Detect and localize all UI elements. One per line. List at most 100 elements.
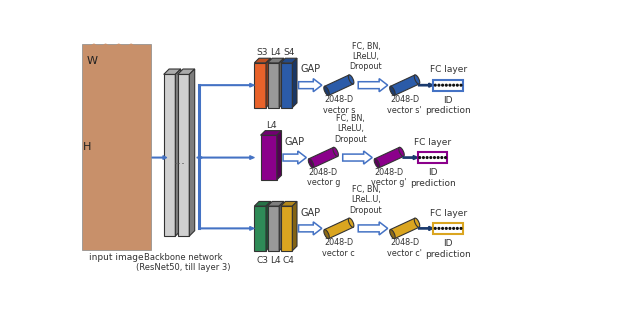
Circle shape <box>460 84 462 86</box>
Text: L4: L4 <box>270 48 281 57</box>
Polygon shape <box>292 202 297 251</box>
Circle shape <box>438 227 440 229</box>
Text: C3: C3 <box>257 256 269 265</box>
Polygon shape <box>281 63 292 108</box>
Text: W: W <box>87 56 98 66</box>
Text: GAP: GAP <box>300 207 320 218</box>
Circle shape <box>430 157 431 158</box>
Polygon shape <box>268 63 279 108</box>
Text: FC, BN,
LReLU,
Dropout: FC, BN, LReLU, Dropout <box>334 114 367 144</box>
Ellipse shape <box>390 86 395 95</box>
Ellipse shape <box>88 44 99 71</box>
Polygon shape <box>281 58 297 63</box>
Polygon shape <box>283 151 307 164</box>
Text: H: H <box>83 142 92 152</box>
Polygon shape <box>281 202 297 206</box>
Text: 2048-D
vector s': 2048-D vector s' <box>387 95 422 115</box>
Polygon shape <box>268 58 284 63</box>
Text: S4: S4 <box>283 48 294 57</box>
Circle shape <box>426 157 428 158</box>
Text: 2048-D
vector s: 2048-D vector s <box>323 95 355 115</box>
Text: FC, BN,
LReL.U,
Dropout: FC, BN, LReL.U, Dropout <box>349 185 382 215</box>
FancyArrow shape <box>199 83 254 87</box>
Circle shape <box>452 84 454 86</box>
Polygon shape <box>281 206 292 251</box>
Circle shape <box>456 84 458 86</box>
Ellipse shape <box>414 218 420 227</box>
Polygon shape <box>324 218 353 239</box>
FancyBboxPatch shape <box>83 44 150 250</box>
Polygon shape <box>279 58 284 108</box>
Polygon shape <box>358 222 388 235</box>
Polygon shape <box>298 222 322 235</box>
Text: ID
prediction: ID prediction <box>425 239 471 259</box>
Polygon shape <box>178 69 195 74</box>
Circle shape <box>435 227 436 229</box>
Text: 2048-D
vector g': 2048-D vector g' <box>371 168 407 187</box>
Text: ID
prediction: ID prediction <box>425 96 471 115</box>
Text: GAP: GAP <box>285 137 305 147</box>
Polygon shape <box>268 206 279 251</box>
Polygon shape <box>260 135 277 180</box>
Polygon shape <box>375 147 404 168</box>
Circle shape <box>449 84 451 86</box>
Polygon shape <box>390 75 419 95</box>
Polygon shape <box>254 206 266 251</box>
Polygon shape <box>178 74 189 236</box>
Circle shape <box>445 84 447 86</box>
Polygon shape <box>292 58 297 108</box>
Text: FC, BN,
LReLU,
Dropout: FC, BN, LReLU, Dropout <box>349 41 382 71</box>
Text: 2048-D
vector g: 2048-D vector g <box>307 168 340 187</box>
Polygon shape <box>254 63 266 108</box>
Circle shape <box>442 227 444 229</box>
Polygon shape <box>298 79 322 92</box>
Ellipse shape <box>374 158 380 168</box>
Circle shape <box>437 157 439 158</box>
Polygon shape <box>164 69 180 74</box>
Polygon shape <box>164 74 175 236</box>
Ellipse shape <box>333 147 339 157</box>
Polygon shape <box>390 218 419 239</box>
FancyBboxPatch shape <box>433 223 463 234</box>
Text: input image: input image <box>89 253 144 262</box>
Text: L4: L4 <box>266 121 276 130</box>
Text: ...: ... <box>173 154 186 167</box>
FancyArrow shape <box>152 156 167 159</box>
Text: L4: L4 <box>270 256 281 265</box>
Ellipse shape <box>348 218 354 227</box>
Text: Backbone network
(ResNet50, till layer 3): Backbone network (ResNet50, till layer 3… <box>136 253 230 272</box>
Polygon shape <box>324 75 353 95</box>
FancyArrow shape <box>419 227 433 230</box>
Polygon shape <box>343 151 372 164</box>
Polygon shape <box>254 202 271 206</box>
FancyArrow shape <box>199 156 254 159</box>
Text: 2048-D
vector c: 2048-D vector c <box>323 238 355 258</box>
FancyArrow shape <box>403 156 418 159</box>
Polygon shape <box>309 147 338 168</box>
Polygon shape <box>279 202 284 251</box>
Polygon shape <box>277 131 282 180</box>
Circle shape <box>438 84 440 86</box>
Text: FC layer: FC layer <box>429 209 467 218</box>
Circle shape <box>460 227 462 229</box>
Text: GAP: GAP <box>300 64 320 74</box>
Polygon shape <box>175 69 180 236</box>
Ellipse shape <box>125 44 136 71</box>
Text: 2048-D
vector c': 2048-D vector c' <box>387 238 422 258</box>
Circle shape <box>456 227 458 229</box>
Ellipse shape <box>324 86 330 95</box>
Ellipse shape <box>324 230 330 239</box>
Circle shape <box>452 227 454 229</box>
Polygon shape <box>260 131 282 135</box>
FancyBboxPatch shape <box>433 80 463 90</box>
Ellipse shape <box>399 147 404 157</box>
Ellipse shape <box>100 44 111 71</box>
Circle shape <box>434 157 435 158</box>
Text: S3: S3 <box>257 48 268 57</box>
FancyBboxPatch shape <box>418 152 447 163</box>
Ellipse shape <box>113 44 124 71</box>
Ellipse shape <box>414 75 420 84</box>
FancyArrow shape <box>199 227 254 230</box>
Ellipse shape <box>348 75 354 84</box>
Circle shape <box>419 157 420 158</box>
